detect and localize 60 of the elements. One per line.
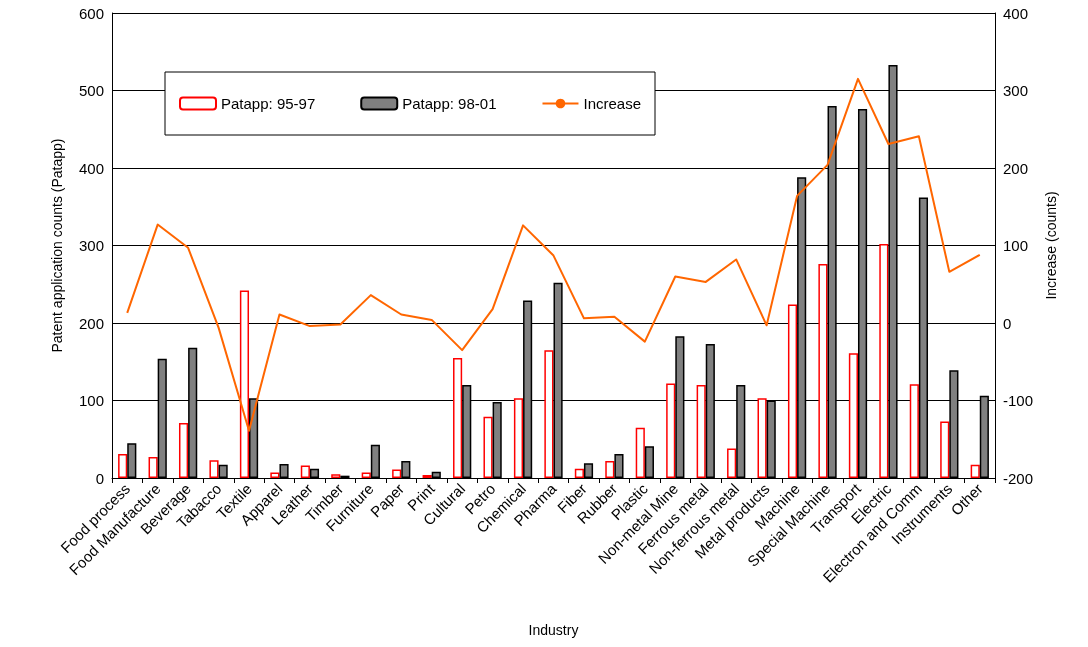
bar	[279, 464, 289, 478]
bar	[218, 464, 228, 478]
bar	[331, 474, 341, 478]
y2-tick-label: 0	[1003, 314, 1012, 332]
bar	[178, 422, 189, 478]
bar	[209, 460, 219, 478]
y2-tick-label: -200	[1003, 469, 1034, 487]
bar	[848, 353, 858, 478]
bar	[239, 290, 250, 478]
bar	[127, 443, 137, 478]
bar	[401, 460, 411, 478]
bar	[392, 469, 402, 478]
bar	[635, 427, 645, 478]
y2-tick-label: 200	[1003, 159, 1029, 177]
bar	[644, 446, 654, 478]
bar	[513, 398, 524, 478]
bar	[309, 468, 320, 478]
line-series	[126, 77, 981, 432]
y2-tick-label: -100	[1003, 392, 1034, 409]
bar	[148, 457, 158, 478]
bar	[940, 421, 950, 478]
bar	[361, 472, 371, 478]
y2-tick-label: 100	[1003, 237, 1029, 254]
y-tick-label: 500	[78, 82, 104, 99]
bar	[614, 453, 624, 478]
bar	[696, 385, 706, 478]
bar	[431, 471, 441, 478]
bar	[757, 398, 767, 478]
bar	[544, 350, 554, 478]
x-axis-title: Industry	[528, 622, 579, 638]
bar	[370, 444, 380, 478]
bar	[300, 465, 310, 478]
legend-label: Increase	[583, 95, 642, 112]
bar	[118, 453, 128, 478]
y-tick-label: 100	[78, 392, 104, 409]
bar	[879, 243, 889, 478]
y-tick-label: 600	[78, 4, 104, 22]
bar	[909, 384, 919, 478]
bar	[666, 383, 676, 478]
bar	[605, 460, 615, 478]
bar	[249, 398, 259, 478]
y2-tick-label: 400	[1003, 4, 1029, 22]
y-axis-title: Patent application counts (Patapp)	[49, 138, 65, 353]
y2-tick-label: 300	[1003, 82, 1029, 99]
y-tick-label: 0	[95, 469, 104, 487]
y2-axis-title: Increase (counts)	[1042, 191, 1059, 300]
bar	[970, 464, 980, 478]
y-tick-label: 300	[78, 237, 104, 254]
y-tick-label: 200	[78, 314, 104, 332]
bar	[583, 463, 594, 478]
bar	[727, 448, 737, 478]
bar	[787, 304, 798, 478]
bar	[574, 468, 584, 478]
bar	[270, 472, 280, 478]
bar	[818, 264, 828, 478]
y-tick-label: 400	[78, 159, 104, 177]
bar	[453, 357, 463, 478]
bar	[483, 416, 493, 478]
legend-label: Patapp: 98-01	[402, 95, 497, 112]
legend-label: Patapp: 95-97	[221, 95, 316, 112]
